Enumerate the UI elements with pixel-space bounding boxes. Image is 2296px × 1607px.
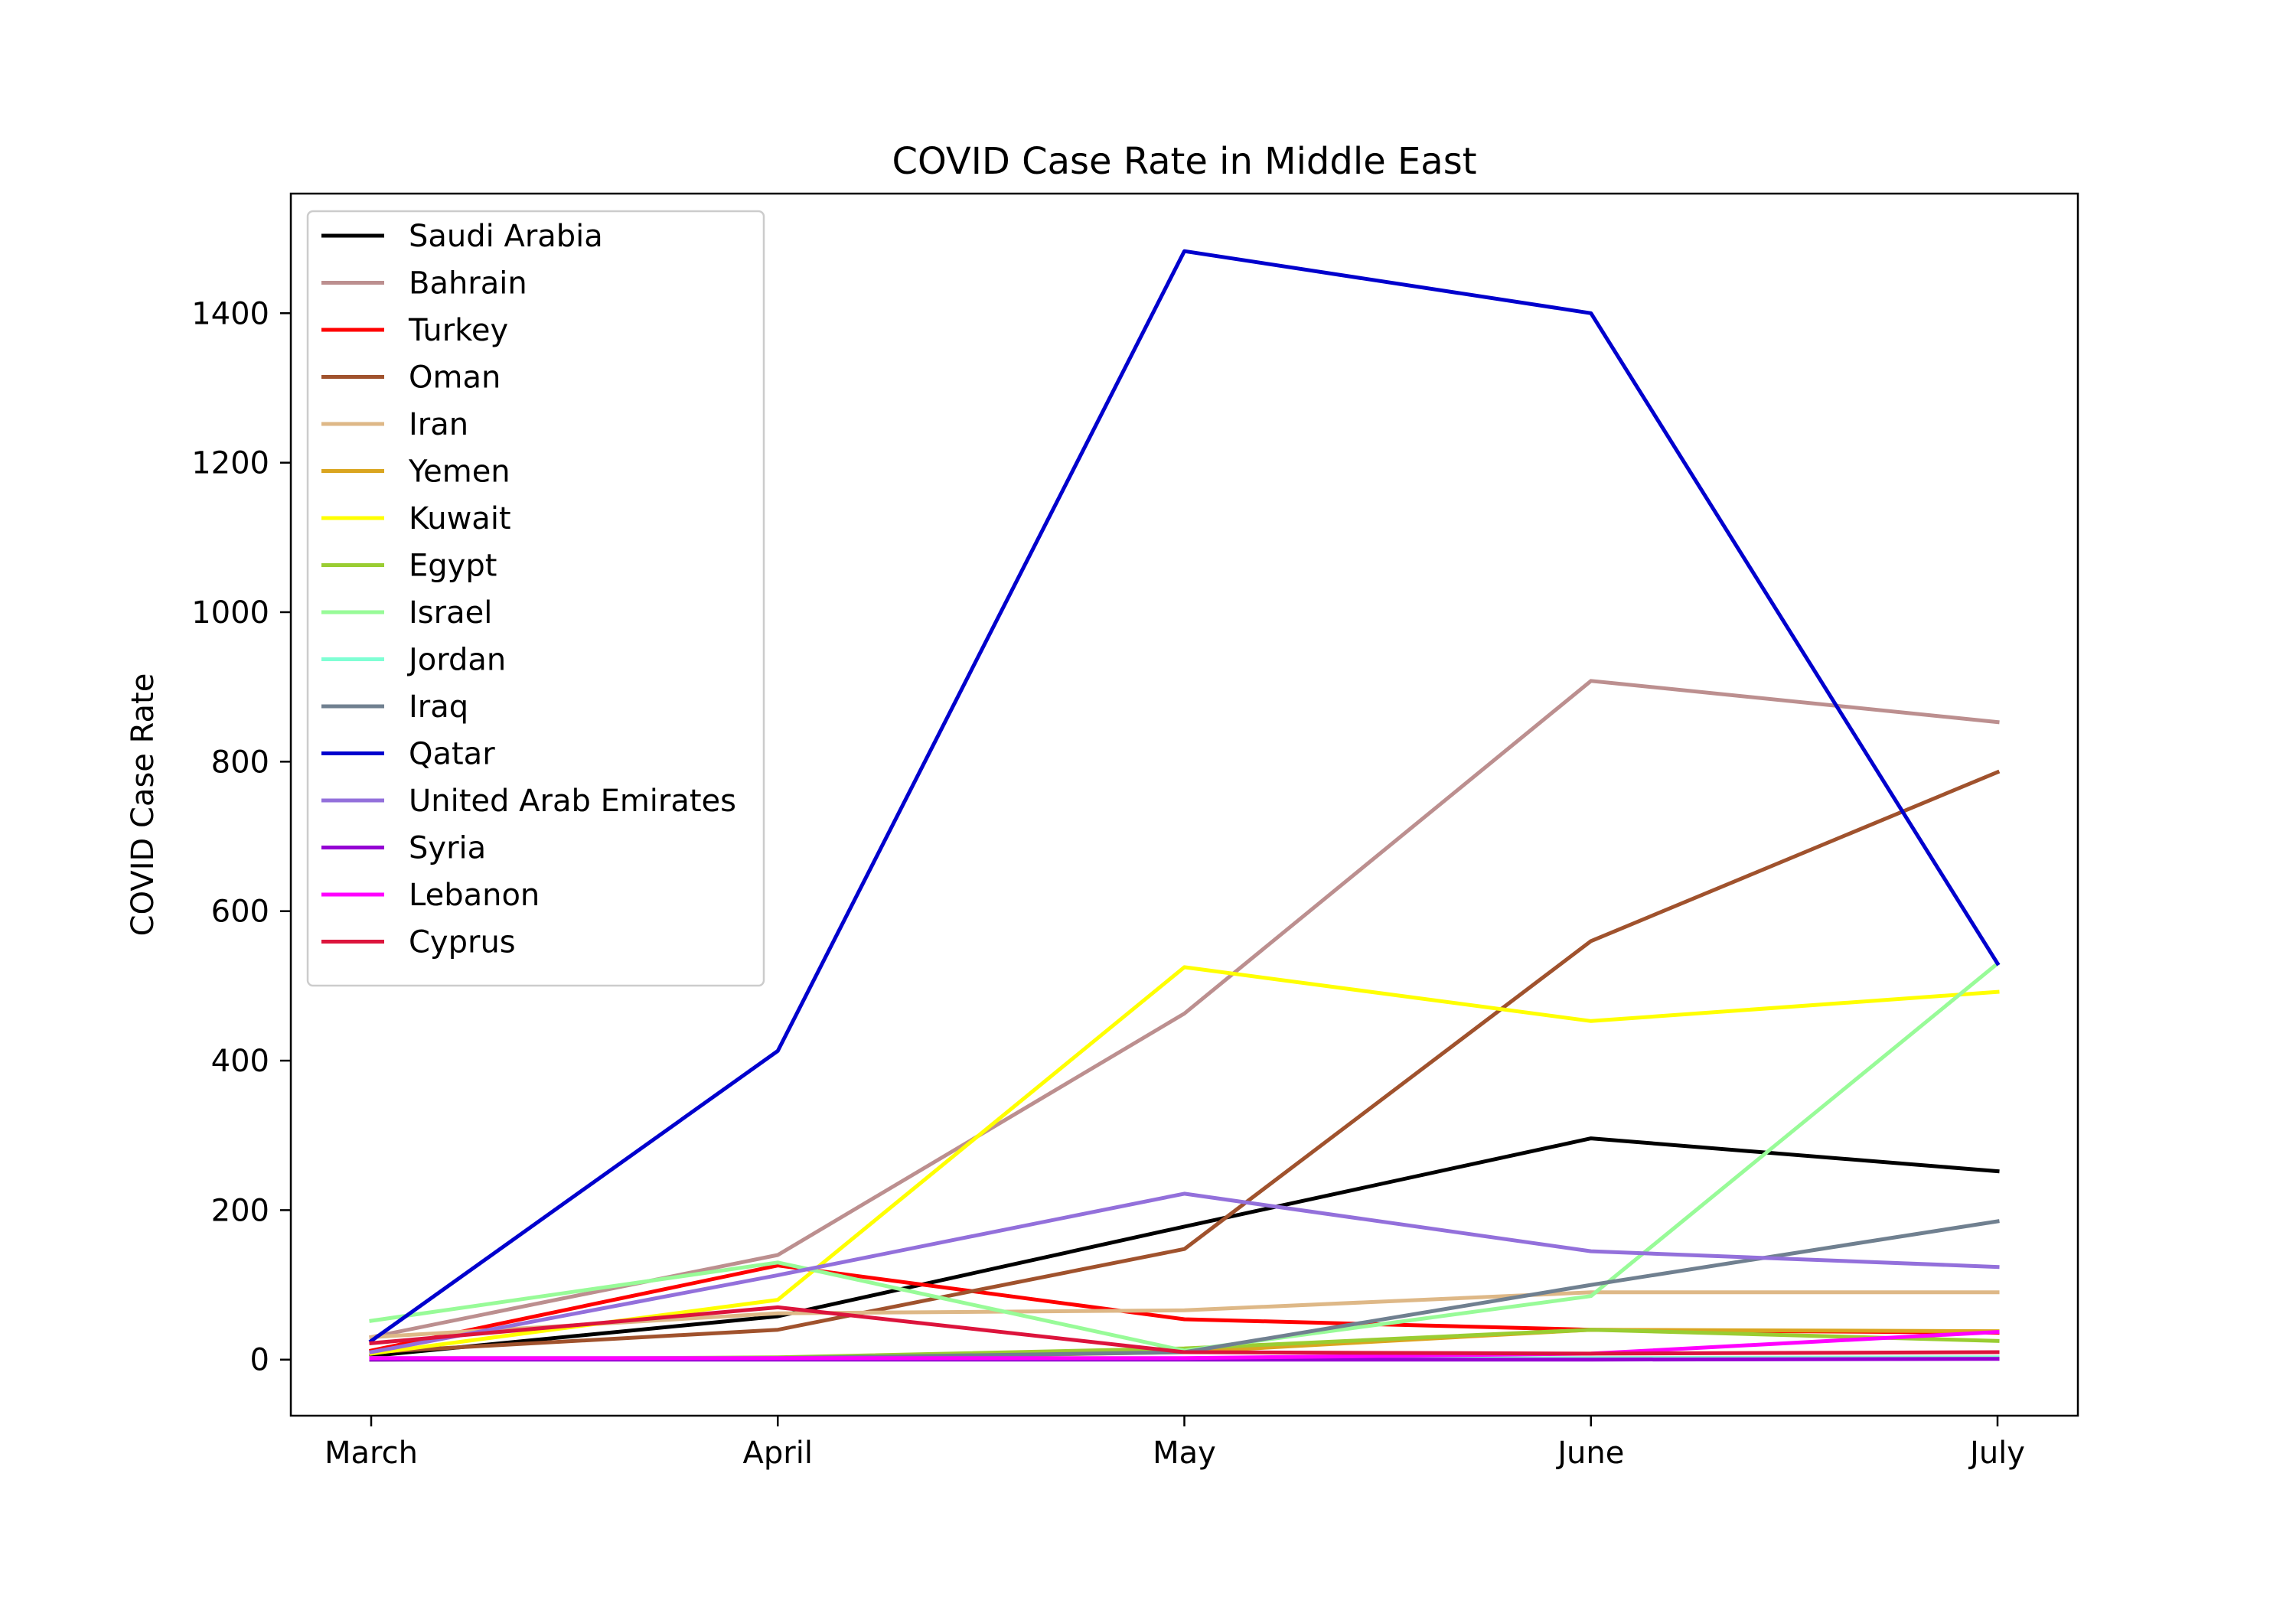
- legend-entry: Turkey: [321, 313, 508, 348]
- legend-entry: Israel: [321, 595, 492, 631]
- x-tick-label: July: [1968, 1436, 2025, 1471]
- legend-entry: Saudi Arabia: [321, 219, 603, 254]
- legend: Saudi Arabia Bahrain Turkey Oman Iran Yemen Ku…: [306, 210, 765, 987]
- legend-entry: Lebanon: [321, 878, 540, 913]
- legend-entry: Oman: [321, 360, 501, 396]
- y-tick-label: 600: [211, 895, 269, 930]
- legend-entry: Syria: [321, 831, 486, 866]
- y-tick-label: 200: [211, 1193, 269, 1228]
- legend-label: Turkey: [408, 313, 508, 348]
- chart-title: COVID Case Rate in Middle East: [892, 140, 1476, 183]
- series-line-united-arab-emirates: [369, 1191, 2000, 1354]
- legend-entry: Qatar: [321, 737, 495, 772]
- legend-entry: Yemen: [321, 455, 510, 490]
- legend-label: United Arab Emirates: [409, 784, 736, 819]
- x-tick-label: March: [325, 1436, 418, 1471]
- legend-entry: Iran: [321, 407, 468, 442]
- legend-label: Israel: [409, 595, 492, 631]
- series-line-kuwait: [369, 965, 2000, 1356]
- legend-entry: Bahrain: [321, 266, 527, 302]
- series-line-cyprus: [369, 1305, 2000, 1356]
- series-line-saudi-arabia: [369, 1136, 2000, 1358]
- legend-label: Iran: [409, 407, 468, 442]
- legend-label: Saudi Arabia: [409, 219, 603, 254]
- legend-label: Kuwait: [409, 501, 511, 536]
- series-line-iran: [369, 1290, 2000, 1340]
- legend-entry: United Arab Emirates: [321, 784, 736, 819]
- x-tick-label: April: [743, 1436, 813, 1471]
- x-axis: March April May June July: [325, 1416, 2025, 1471]
- legend-entry: Iraq: [321, 689, 468, 725]
- legend-label: Iraq: [409, 689, 468, 725]
- y-axis-title: COVID Case Rate: [126, 673, 161, 937]
- series-layer: [368, 249, 2001, 1362]
- legend-entry: Egypt: [321, 549, 497, 584]
- y-tick-label: 1200: [191, 446, 269, 481]
- legend-entry: Cyprus: [321, 925, 516, 960]
- legend-label: Lebanon: [409, 878, 540, 913]
- legend-label: Jordan: [406, 643, 506, 678]
- y-axis: 0 200 400 600 800 1000 1200 1400: [191, 296, 291, 1378]
- legend-entry: Jordan: [321, 643, 506, 678]
- legend-label: Cyprus: [409, 925, 516, 960]
- legend-label: Bahrain: [409, 266, 527, 302]
- y-tick-label: 0: [250, 1343, 269, 1378]
- y-tick-label: 1000: [191, 595, 269, 631]
- series-line-oman: [369, 769, 2001, 1354]
- series-line-qatar: [368, 249, 2001, 1344]
- x-tick-label: June: [1555, 1436, 1624, 1471]
- legend-box: [306, 210, 765, 987]
- legend-entry: Kuwait: [321, 501, 511, 536]
- legend-label: Qatar: [409, 737, 495, 772]
- y-tick-label: 1400: [191, 296, 269, 331]
- y-tick-label: 800: [211, 745, 269, 780]
- y-tick-label: 400: [211, 1044, 269, 1079]
- legend-label: Egypt: [409, 549, 497, 584]
- series-line-lebanon: [369, 1329, 2000, 1361]
- x-tick-label: May: [1153, 1436, 1216, 1471]
- legend-label: Syria: [409, 831, 486, 866]
- legend-label: Yemen: [408, 455, 510, 490]
- legend-label: Oman: [409, 360, 501, 396]
